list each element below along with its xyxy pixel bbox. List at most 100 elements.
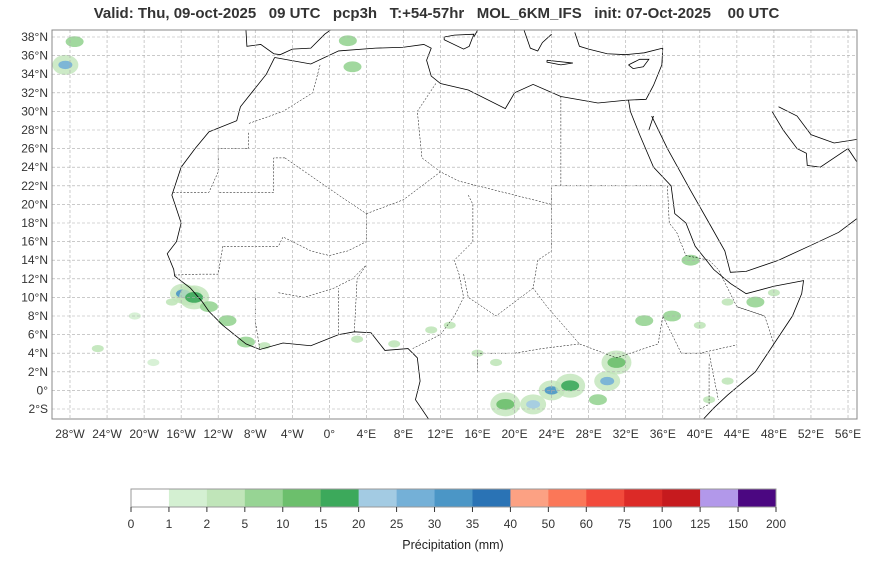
country-border	[681, 344, 737, 354]
lat-label: 12°N	[21, 272, 48, 286]
lon-label: 20°W	[129, 427, 159, 441]
lon-label: 48°E	[761, 427, 787, 441]
lon-label: 12°E	[427, 427, 453, 441]
precip-cell	[165, 298, 178, 306]
lat-label: 34°N	[21, 67, 48, 81]
coastline-africa	[166, 57, 430, 419]
country-border	[667, 185, 775, 344]
precip-cell	[388, 340, 401, 348]
colorbar-swatch	[358, 489, 397, 507]
precip-cell	[65, 36, 84, 48]
colorbar-tick-label: 100	[652, 517, 672, 531]
colorbar-swatch	[206, 489, 246, 507]
colorbar-tick-label: 150	[728, 517, 748, 531]
colorbar-swatch	[662, 489, 701, 507]
precip-cell	[721, 298, 734, 306]
precip-cell	[236, 336, 255, 348]
colorbar-tick-label: 30	[428, 517, 442, 531]
country-border	[174, 246, 224, 276]
lat-label: 10°N	[21, 290, 48, 304]
coastline-italy	[473, 30, 479, 38]
colorbar-tick-label: 2	[204, 517, 211, 531]
coastline-gulf	[771, 111, 857, 168]
lat-label: 14°N	[21, 253, 48, 267]
colorbar-tick-label: 5	[241, 517, 248, 531]
colorbar-tick-label: 40	[504, 517, 518, 531]
lat-label: 20°N	[21, 197, 48, 211]
country-border	[222, 157, 367, 256]
precip-cell	[526, 400, 541, 409]
lon-label: 4°E	[357, 427, 376, 441]
lon-label: 24°W	[92, 427, 122, 441]
map-layer	[52, 30, 857, 419]
precip-cell	[746, 296, 765, 308]
lon-label: 16°W	[166, 427, 196, 441]
lat-label: 2°N	[28, 365, 48, 379]
lat-label: 28°N	[21, 123, 48, 137]
colorbar-swatch	[510, 489, 549, 507]
country-border	[736, 306, 765, 317]
colorbar-swatch	[244, 489, 284, 507]
country-border	[254, 294, 261, 350]
colorbar-tick-label: 60	[580, 517, 594, 531]
lat-label: 0°	[37, 383, 49, 397]
colorbar-swatch	[396, 489, 435, 507]
lon-label: 28°E	[576, 427, 602, 441]
coastline-iran	[778, 106, 857, 144]
lat-label: 22°N	[21, 179, 48, 193]
precip-cell	[588, 394, 607, 406]
coastline-dead-sea-gulf	[628, 100, 631, 112]
lat-label: 26°N	[21, 142, 48, 156]
lon-label: 36°E	[650, 427, 676, 441]
colorbar-swatch	[472, 489, 511, 507]
precip-cell	[338, 35, 357, 47]
lat-label: 2°S	[29, 402, 48, 416]
precip-cell	[607, 357, 626, 368]
country-border	[171, 132, 250, 193]
coastline-sicily	[443, 33, 475, 50]
lon-label: 16°E	[464, 427, 490, 441]
precip-cell	[490, 358, 503, 367]
lon-label: 4°W	[281, 427, 304, 441]
country-border	[463, 274, 534, 317]
country-border	[354, 264, 367, 332]
coastline-spain	[245, 30, 332, 56]
colorbar-swatch	[168, 489, 208, 507]
colorbar-tick-label: 200	[766, 517, 786, 531]
country-border	[278, 264, 367, 298]
lat-label: 18°N	[21, 216, 48, 230]
lon-label: 20°E	[501, 427, 527, 441]
colorbar-tick-label: 15	[314, 517, 328, 531]
precip-cell	[561, 380, 580, 392]
precip-cell	[635, 315, 654, 327]
coastline-turkey	[574, 32, 663, 56]
coastline-crete	[546, 59, 573, 66]
lat-label: 36°N	[21, 49, 48, 63]
colorbar-label: Précipitation (mm)	[402, 538, 504, 552]
colorbar-tick-label: 50	[542, 517, 556, 531]
colorbar-tick-label: 20	[352, 517, 366, 531]
country-border	[248, 64, 321, 124]
colorbar-tick-label: 25	[390, 517, 404, 531]
colorbar-frame	[130, 488, 777, 508]
precip-cell	[425, 326, 438, 334]
lat-label: 38°N	[21, 30, 48, 44]
coastline-greece	[523, 30, 552, 52]
coastline-cyprus	[628, 58, 650, 70]
colorbar-tick-label: 1	[166, 517, 173, 531]
lat-label: 6°N	[28, 328, 48, 342]
coastline-north-africa	[274, 44, 664, 110]
colorbar-swatch	[131, 489, 170, 507]
precip-cell	[496, 398, 515, 410]
lat-label: 30°N	[21, 104, 48, 118]
lat-label: 16°N	[21, 235, 48, 249]
colorbar-swatch	[320, 489, 359, 507]
colorbar-tick-label: 35	[466, 517, 480, 531]
precip-cell	[443, 321, 456, 329]
precip-cell	[147, 358, 160, 367]
country-border	[366, 171, 441, 214]
map-title: Valid: Thu, 09-oct-2025 09 UTC pcp3h T:+…	[93, 5, 780, 22]
coastline-red-sea-west	[629, 111, 805, 419]
lon-label: 32°E	[613, 427, 639, 441]
